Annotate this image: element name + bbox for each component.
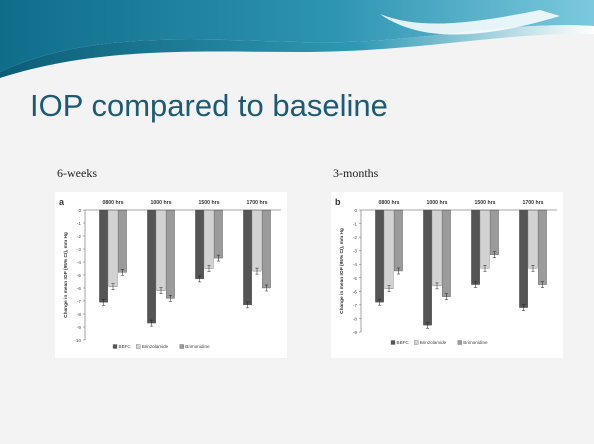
y-tick-label: -8 [77, 312, 82, 317]
chart-a-container: a 0 -1 -2 -3 -4 -5 -6 -7 -8 -9 -10 Change in mean IO… [55, 192, 287, 358]
panel-letter: a [59, 197, 65, 207]
y-tick-label: -4 [353, 262, 358, 267]
y-tick-label: 0 [78, 208, 81, 213]
y-tick-label: -4 [77, 260, 82, 265]
bar-bbfc [519, 209, 528, 308]
panel-letter: b [335, 197, 341, 207]
y-tick-label: -7 [77, 299, 82, 304]
y-tick-label: -9 [77, 325, 82, 330]
y-tick-label: 0 [354, 208, 357, 213]
category-label: 0800 hrs [378, 200, 399, 206]
y-tick-label: -2 [77, 234, 82, 239]
bar-brimonidine [394, 209, 403, 272]
bar-brinzolamide [384, 209, 394, 289]
bar-brimonidine [262, 209, 271, 289]
category-label: 1700 hrs [246, 200, 267, 206]
legend-swatch [457, 340, 462, 345]
bar-brinzolamide [528, 209, 538, 269]
bar-bbfc [471, 209, 480, 285]
y-tick-label: -1 [77, 221, 82, 226]
slide-title: IOP compared to baseline [30, 88, 388, 123]
y-tick-label: -8 [353, 316, 358, 321]
bar-brimonidine [166, 209, 175, 299]
y-tick-label: -2 [353, 235, 358, 240]
legend-label: BBFC [397, 340, 410, 345]
bar-bbfc [423, 209, 432, 326]
y-tick-label: -7 [353, 303, 358, 308]
y-tick-label: -9 [353, 330, 358, 335]
y-axis-label: Change in mean IOP (95% CI), mm Hg [339, 228, 345, 314]
y-tick-label: -10 [74, 338, 81, 343]
y-tick-label: -6 [353, 289, 358, 294]
legend-label: Brinzolamide [142, 344, 169, 349]
legend-label: Brimonidine [185, 344, 210, 349]
y-tick-label: -6 [77, 286, 82, 291]
bar-brinzolamide [432, 209, 442, 287]
legend-label: BBFC [119, 344, 132, 349]
legend-swatch [414, 340, 419, 345]
category-label: 1000 hrs [150, 200, 171, 206]
y-tick-label: -1 [353, 222, 358, 227]
y-tick-label: -5 [77, 273, 82, 278]
bar-brinzolamide [252, 209, 262, 272]
category-label: 1000 hrs [426, 200, 447, 206]
bar-brimonidine [538, 209, 547, 285]
bar-bbfc [375, 209, 384, 303]
bar-brimonidine [442, 209, 451, 297]
legend-label: Brimonidine [463, 340, 488, 345]
bar-brinzolamide [108, 209, 118, 287]
y-axis-label: Change in mean IOP (95% CI), mm Hg [63, 232, 69, 318]
category-label: 1700 hrs [522, 200, 543, 206]
legend-label: Brinzolamide [420, 340, 447, 345]
bar-bbfc [195, 209, 204, 280]
chart-b: b 0 -1 -2 -3 -4 -5 -6 -7 -8 -9 Change in mean IOP (… [335, 197, 557, 345]
bar-bbfc [147, 209, 156, 324]
y-tick-label: -3 [353, 249, 358, 254]
header-swoosh-band [0, 0, 594, 78]
category-label: 0800 hrs [102, 200, 123, 206]
panel-label-3-months: 3-months [333, 166, 379, 180]
chart-a: a 0 -1 -2 -3 -4 -5 -6 -7 -8 -9 -10 Change in mean IO… [59, 197, 281, 349]
bar-brinzolamide [480, 209, 490, 269]
legend-swatch [136, 344, 141, 349]
bar-brimonidine [118, 209, 127, 273]
category-label: 1500 hrs [474, 200, 495, 206]
legend-swatch [179, 344, 184, 349]
panel-label-6-weeks: 6-weeks [57, 166, 97, 180]
chart-b-container: b 0 -1 -2 -3 -4 -5 -6 -7 -8 -9 Change in mean IOP (… [331, 192, 563, 358]
bar-brinzolamide [204, 209, 214, 269]
bar-bbfc [243, 209, 252, 306]
legend-swatch [112, 344, 118, 349]
bar-brimonidine [490, 209, 499, 255]
y-tick-label: -3 [77, 247, 82, 252]
legend-swatch [390, 340, 396, 345]
bar-brinzolamide [156, 209, 166, 291]
bar-bbfc [99, 209, 108, 303]
bar-brimonidine [214, 209, 223, 259]
y-tick-label: -5 [353, 276, 358, 281]
category-label: 1500 hrs [198, 200, 219, 206]
